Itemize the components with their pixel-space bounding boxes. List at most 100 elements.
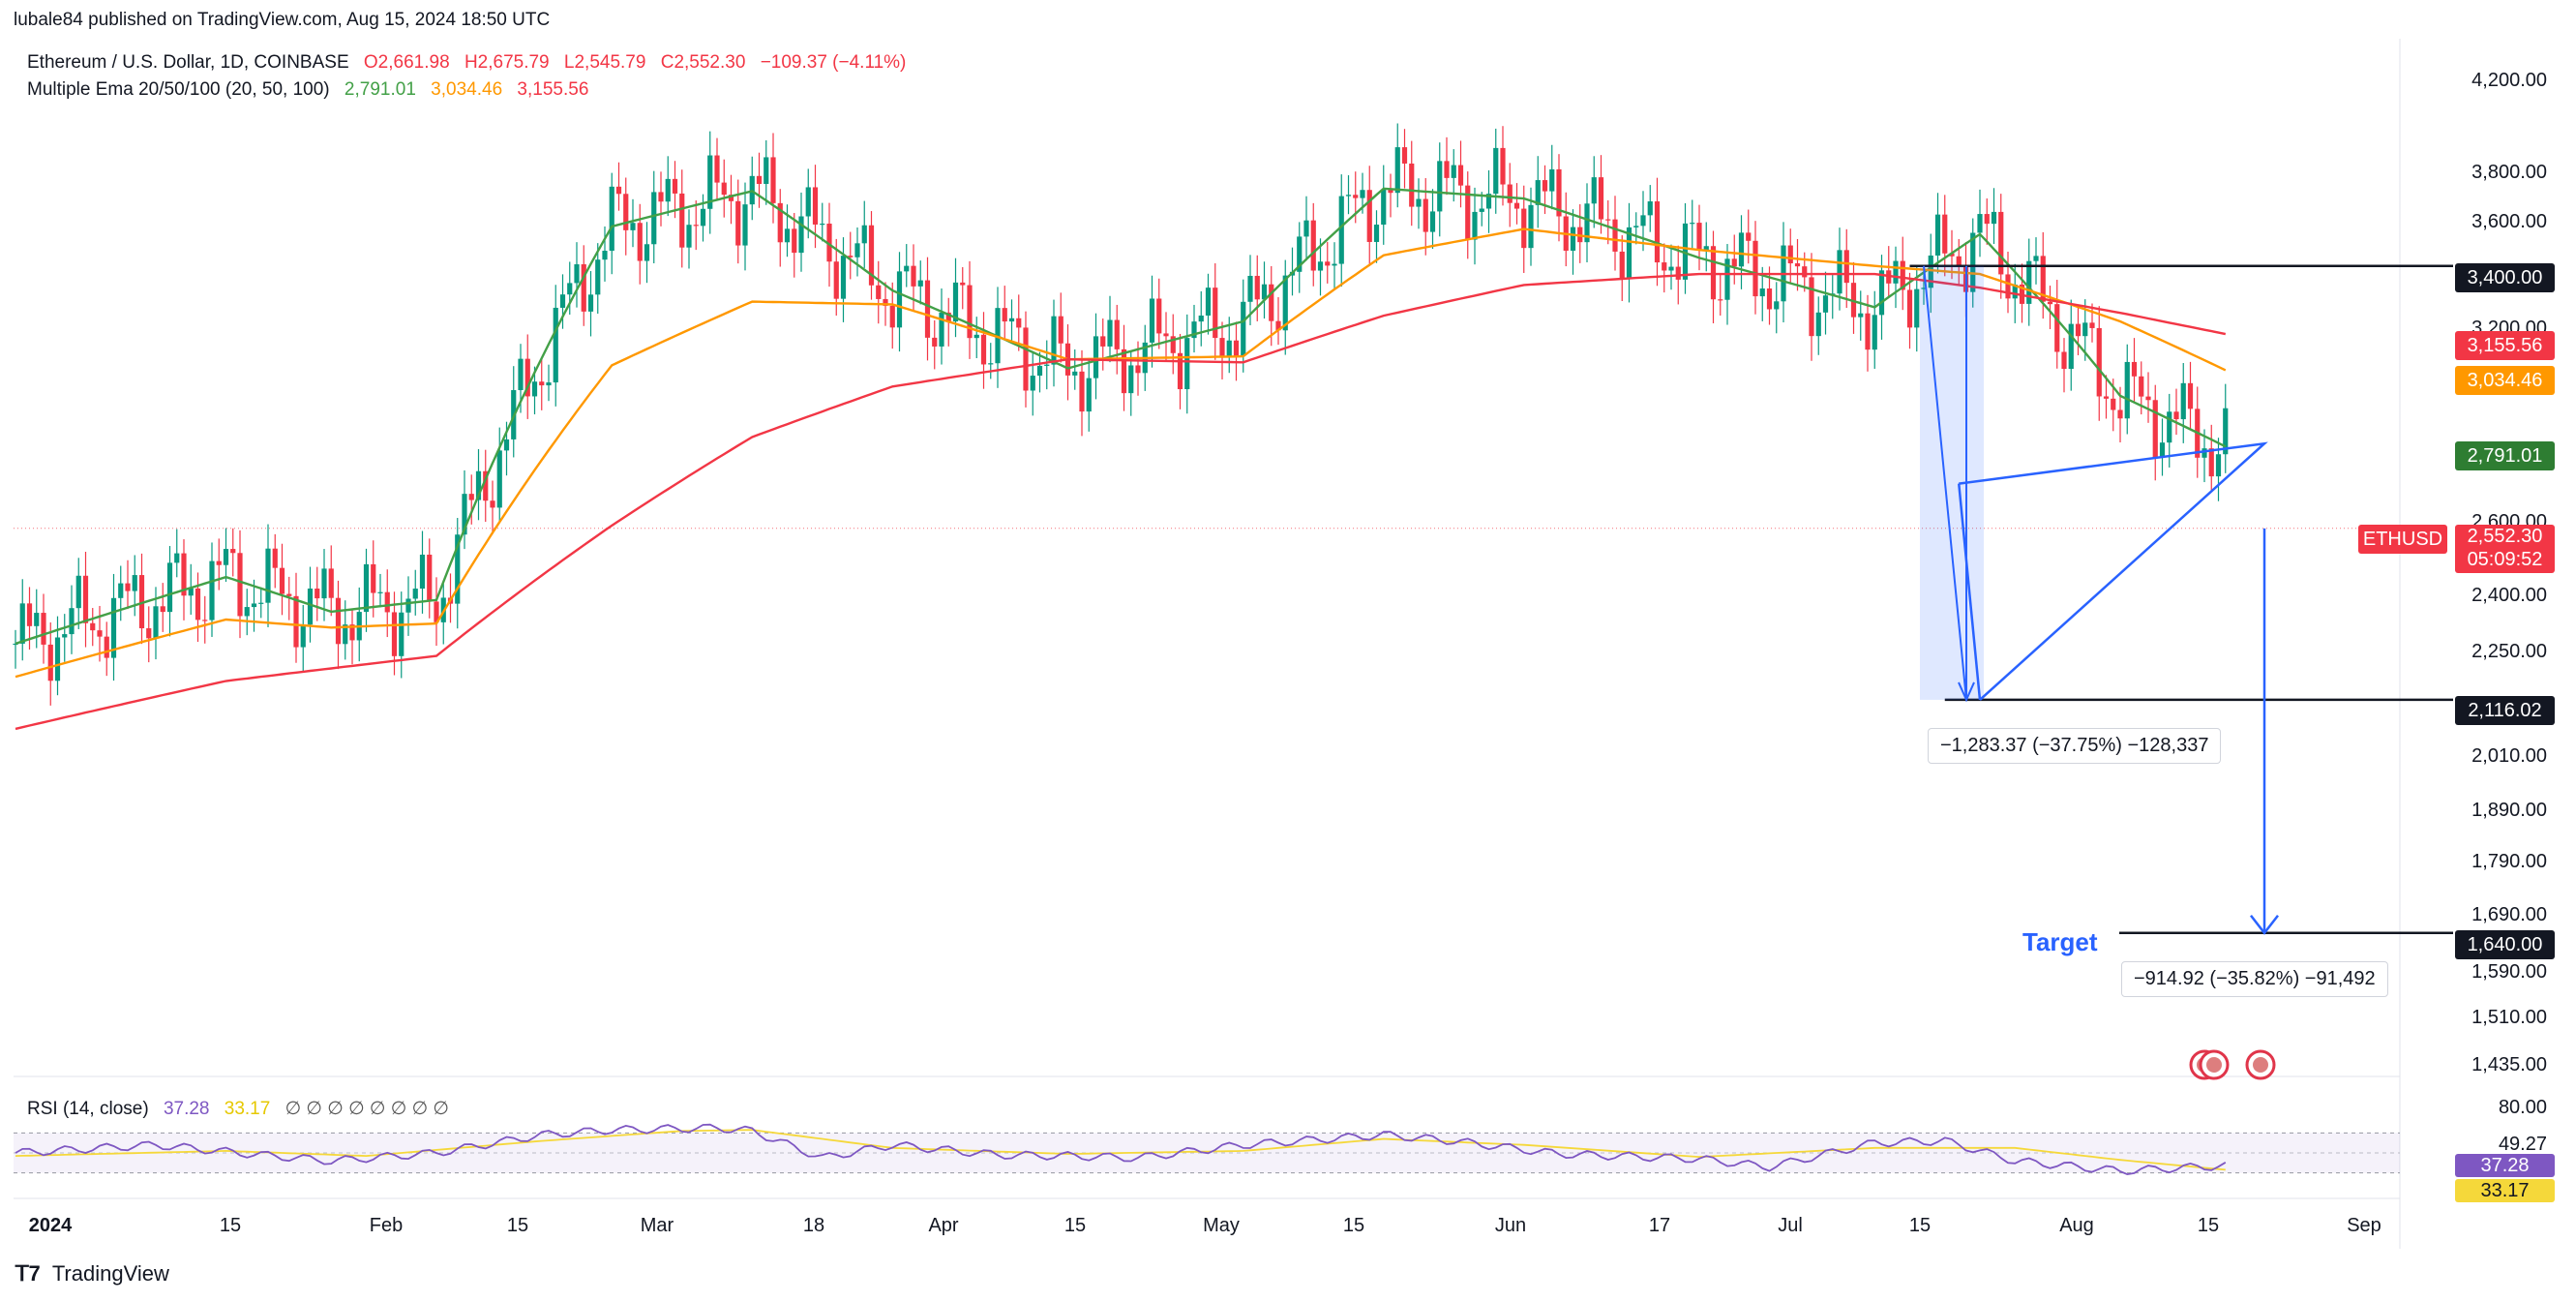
candle-body <box>2012 284 2018 299</box>
symbol-name[interactable]: Ethereum / U.S. Dollar, 1D, COINBASE <box>27 52 349 73</box>
candle-body <box>2005 274 2011 299</box>
candle-body <box>2124 361 2130 419</box>
candle-body <box>1366 190 1372 242</box>
candle-body <box>1485 194 1492 209</box>
candle-body <box>1409 163 1415 207</box>
candle-body <box>700 208 706 227</box>
candle-body <box>1437 161 1443 212</box>
ohlc-change: −109.37 (−4.11%) <box>760 52 907 73</box>
candle-body <box>1752 240 1758 297</box>
candle-body <box>1675 266 1681 280</box>
price-axis-label: 1,690.00 <box>2471 904 2547 925</box>
candle-body <box>1394 147 1400 194</box>
candle-body <box>41 613 46 645</box>
candle-body <box>1872 315 1877 350</box>
candle-body <box>967 285 973 339</box>
candle-body <box>1507 184 1513 203</box>
price-axis-label: 3,600.00 <box>2471 211 2547 232</box>
candle-body <box>1310 220 1316 271</box>
candle-body <box>630 223 636 230</box>
candle-body <box>343 624 348 645</box>
candle-body <box>1451 165 1456 178</box>
candle-body <box>524 358 530 397</box>
candle-body <box>742 204 748 246</box>
candle-body <box>1381 189 1387 226</box>
candle-body <box>1696 223 1702 251</box>
candle-body <box>1591 177 1597 204</box>
candle-body <box>2026 260 2032 304</box>
candle-body <box>2187 382 2194 409</box>
time-axis-label: 15 <box>1063 1215 1087 1236</box>
candle-body <box>468 494 474 500</box>
candle-body <box>75 575 81 609</box>
price-axis-label: 3,800.00 <box>2471 162 2547 183</box>
candle-body <box>1401 147 1408 164</box>
measure-label-1[interactable]: −1,283.37 (−37.75%) −128,337 <box>1928 728 2222 764</box>
candle-body <box>1647 201 1653 216</box>
candle-body <box>686 225 692 248</box>
candle-body <box>19 603 25 644</box>
candle-body <box>377 591 383 593</box>
ema100-line <box>15 272 2227 731</box>
ema-indicator-name[interactable]: Multiple Ema 20/50/100 (20, 50, 100) <box>27 79 330 100</box>
candle-body <box>1668 266 1674 271</box>
candle-body <box>1619 251 1625 280</box>
candle-body <box>1016 318 1022 328</box>
candle-body <box>1247 275 1253 302</box>
candle-body <box>2131 361 2138 377</box>
candle-body <box>1317 261 1324 271</box>
candle-body <box>118 583 124 598</box>
candle-body <box>1977 214 1983 233</box>
candle-body <box>1809 277 1814 337</box>
candle-body <box>2040 256 2046 302</box>
candle-body <box>539 381 545 386</box>
candle-body <box>932 337 938 347</box>
rsi-extra: ∅ ∅ ∅ ∅ ∅ ∅ ∅ ∅ <box>285 1099 449 1119</box>
candle-body <box>2145 396 2151 401</box>
candle-body <box>2159 442 2166 458</box>
rsi-ma-value: 33.17 <box>224 1099 271 1119</box>
ema50-tag: 3,034.46 <box>2455 366 2555 395</box>
candle-body <box>1233 340 1240 356</box>
rsi-legend: RSI (14, close) 37.28 33.17 ∅ ∅ ∅ ∅ ∅ ∅ … <box>27 1098 459 1120</box>
triangle-pattern-left <box>1958 483 1982 701</box>
candle-body <box>363 563 370 613</box>
candle-body <box>1079 371 1085 412</box>
candle-body <box>230 549 236 554</box>
time-axis-label: 15 <box>506 1215 529 1236</box>
candle-body <box>47 644 53 681</box>
candle-body <box>384 591 390 613</box>
candle-body <box>1149 298 1155 343</box>
candle-body <box>286 593 292 596</box>
time-axis-label: Mar <box>640 1215 674 1236</box>
price-axis-label: 2,250.00 <box>2471 641 2547 662</box>
candle-body <box>840 256 847 299</box>
target-label[interactable]: Target <box>2022 927 2098 956</box>
candle-body <box>960 282 966 286</box>
candle-body <box>1626 227 1632 280</box>
rsi-indicator-name[interactable]: RSI (14, close) <box>27 1099 149 1119</box>
candle-body <box>1865 313 1871 350</box>
candle-body <box>1822 295 1829 313</box>
ema50-line <box>15 227 2227 679</box>
candle-body <box>833 261 839 299</box>
candle-body <box>1325 261 1331 266</box>
candle-body <box>1030 376 1035 391</box>
candle-body <box>412 589 418 599</box>
candle-body <box>251 603 257 608</box>
measure-label-2[interactable]: −914.92 (−35.82%) −91,492 <box>2121 961 2388 997</box>
candle-body <box>1100 336 1106 347</box>
event-flag-icon <box>2253 1057 2268 1073</box>
time-axis-label: Feb <box>369 1215 404 1236</box>
candle-body <box>2047 301 2053 305</box>
candle-body <box>2089 322 2095 328</box>
candle-body <box>1184 338 1190 390</box>
candle-body <box>1718 299 1723 301</box>
price-axis-label: 2,010.00 <box>2471 745 2547 767</box>
candle-body <box>651 192 657 245</box>
candle-body <box>1900 260 1905 290</box>
candle-body <box>665 178 671 202</box>
candle-body <box>672 178 678 194</box>
time-axis-label: 15 <box>2197 1215 2220 1236</box>
